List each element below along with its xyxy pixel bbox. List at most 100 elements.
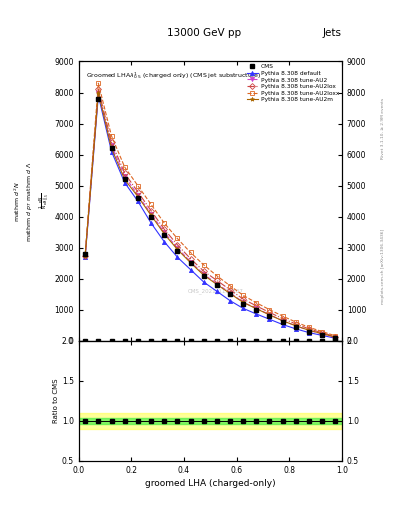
Pythia 8.308 tune-AU2m — [188, 260, 193, 266]
CMS — [254, 307, 259, 313]
Line: Pythia 8.308 default: Pythia 8.308 default — [83, 94, 338, 340]
Text: Rivet 3.1.10, ≥ 2.9M events: Rivet 3.1.10, ≥ 2.9M events — [381, 97, 385, 159]
Pythia 8.308 tune-AU2loxx — [307, 324, 311, 330]
Pythia 8.308 tune-AU2 — [188, 259, 193, 265]
Pythia 8.308 tune-AU2 — [228, 290, 232, 296]
Pythia 8.308 tune-AU2 — [333, 334, 338, 340]
Text: 13000 GeV pp: 13000 GeV pp — [167, 28, 241, 38]
Pythia 8.308 tune-AU2lox — [333, 334, 338, 340]
Pythia 8.308 tune-AU2lox — [83, 252, 88, 259]
Pythia 8.308 tune-AU2lox — [267, 309, 272, 315]
Pythia 8.308 tune-AU2 — [201, 271, 206, 278]
Pythia 8.308 tune-AU2 — [136, 192, 140, 198]
Pythia 8.308 tune-AU2loxx — [280, 313, 285, 319]
Pythia 8.308 tune-AU2loxx — [122, 164, 127, 170]
CMS — [188, 260, 193, 266]
Pythia 8.308 tune-AU2loxx — [201, 262, 206, 268]
Pythia 8.308 default — [175, 254, 180, 260]
CMS — [175, 248, 180, 254]
Pythia 8.308 tune-AU2m — [109, 145, 114, 152]
Pythia 8.308 tune-AU2loxx — [188, 249, 193, 255]
Pythia 8.308 tune-AU2lox — [109, 139, 114, 145]
Pythia 8.308 tune-AU2loxx — [333, 333, 338, 339]
Pythia 8.308 tune-AU2m — [307, 327, 311, 333]
Y-axis label: Ratio to CMS: Ratio to CMS — [53, 379, 59, 423]
Pythia 8.308 tune-AU2lox — [122, 170, 127, 176]
Pythia 8.308 tune-AU2loxx — [215, 273, 219, 279]
Pythia 8.308 tune-AU2loxx — [175, 236, 180, 242]
Pythia 8.308 tune-AU2m — [201, 272, 206, 278]
Pythia 8.308 tune-AU2lox — [254, 303, 259, 309]
Pythia 8.308 default — [241, 305, 246, 311]
Line: Pythia 8.308 tune-AU2: Pythia 8.308 tune-AU2 — [83, 91, 338, 339]
Pythia 8.308 default — [149, 220, 153, 226]
Pythia 8.308 tune-AU2 — [254, 305, 259, 311]
Pythia 8.308 tune-AU2loxx — [267, 307, 272, 313]
Pythia 8.308 default — [280, 322, 285, 328]
Text: Groomed LHA$\lambda^1_{0.5}$ (charged only) (CMS jet substructure): Groomed LHA$\lambda^1_{0.5}$ (charged on… — [86, 70, 262, 80]
Pythia 8.308 tune-AU2lox — [162, 226, 167, 232]
Pythia 8.308 tune-AU2 — [83, 252, 88, 259]
Pythia 8.308 default — [96, 93, 101, 99]
Pythia 8.308 tune-AU2 — [307, 327, 311, 333]
X-axis label: groomed LHA (charged-only): groomed LHA (charged-only) — [145, 479, 275, 488]
Pythia 8.308 tune-AU2m — [149, 212, 153, 218]
Pythia 8.308 tune-AU2loxx — [241, 292, 246, 298]
Pythia 8.308 default — [267, 316, 272, 323]
Pythia 8.308 tune-AU2loxx — [254, 300, 259, 306]
Pythia 8.308 tune-AU2lox — [188, 255, 193, 262]
Pythia 8.308 tune-AU2loxx — [136, 183, 140, 189]
Pythia 8.308 default — [215, 288, 219, 294]
Pythia 8.308 tune-AU2lox — [149, 207, 153, 214]
CMS — [122, 177, 127, 183]
Pythia 8.308 tune-AU2m — [83, 252, 88, 259]
Pythia 8.308 tune-AU2m — [241, 300, 246, 306]
Pythia 8.308 default — [109, 148, 114, 155]
CMS — [333, 335, 338, 341]
Bar — [79, 418, 342, 424]
Pythia 8.308 tune-AU2lox — [136, 189, 140, 195]
Pythia 8.308 tune-AU2m — [96, 90, 101, 96]
Pythia 8.308 tune-AU2 — [215, 281, 219, 287]
CMS — [267, 313, 272, 319]
Pythia 8.308 tune-AU2lox — [280, 315, 285, 322]
Line: Pythia 8.308 tune-AU2m: Pythia 8.308 tune-AU2m — [83, 91, 338, 339]
Pythia 8.308 tune-AU2m — [122, 177, 127, 183]
Pythia 8.308 tune-AU2m — [215, 282, 219, 288]
Pythia 8.308 tune-AU2 — [280, 318, 285, 324]
Pythia 8.308 default — [136, 198, 140, 204]
CMS — [294, 324, 298, 330]
Pythia 8.308 tune-AU2 — [241, 299, 246, 305]
Pythia 8.308 tune-AU2m — [162, 231, 167, 237]
CMS — [307, 329, 311, 335]
Pythia 8.308 default — [188, 266, 193, 272]
CMS — [83, 251, 88, 257]
Pythia 8.308 tune-AU2lox — [307, 326, 311, 332]
CMS — [149, 214, 153, 220]
Bar — [79, 413, 342, 429]
Pythia 8.308 tune-AU2loxx — [83, 251, 88, 257]
Pythia 8.308 tune-AU2m — [254, 306, 259, 312]
Pythia 8.308 tune-AU2lox — [215, 278, 219, 284]
Pythia 8.308 default — [162, 239, 167, 245]
Pythia 8.308 tune-AU2 — [175, 245, 180, 251]
Pythia 8.308 tune-AU2lox — [175, 242, 180, 248]
Pythia 8.308 tune-AU2m — [136, 194, 140, 200]
CMS — [280, 319, 285, 326]
Pythia 8.308 tune-AU2loxx — [162, 220, 167, 226]
Text: CMS_2021_1130107: CMS_2021_1130107 — [187, 288, 243, 293]
Y-axis label: mathrm $d^2N$
mathrm $d\ p_T$ mathrm $d$ $\Lambda$
$\frac{1}{\mathrm{N}}\frac{\m: mathrm $d^2N$ mathrm $d\ p_T$ mathrm $d$… — [13, 161, 51, 242]
CMS — [228, 291, 232, 297]
Pythia 8.308 tune-AU2m — [267, 312, 272, 318]
Pythia 8.308 tune-AU2 — [267, 311, 272, 317]
CMS — [136, 195, 140, 201]
Pythia 8.308 tune-AU2 — [122, 173, 127, 179]
Pythia 8.308 tune-AU2lox — [294, 321, 298, 327]
Pythia 8.308 default — [320, 332, 325, 338]
Pythia 8.308 tune-AU2lox — [320, 330, 325, 336]
Pythia 8.308 tune-AU2m — [228, 290, 232, 296]
CMS — [162, 232, 167, 239]
CMS — [241, 301, 246, 307]
Legend: CMS, Pythia 8.308 default, Pythia 8.308 tune-AU2, Pythia 8.308 tune-AU2lox, Pyth: CMS, Pythia 8.308 default, Pythia 8.308 … — [246, 63, 340, 103]
Pythia 8.308 tune-AU2loxx — [320, 328, 325, 334]
